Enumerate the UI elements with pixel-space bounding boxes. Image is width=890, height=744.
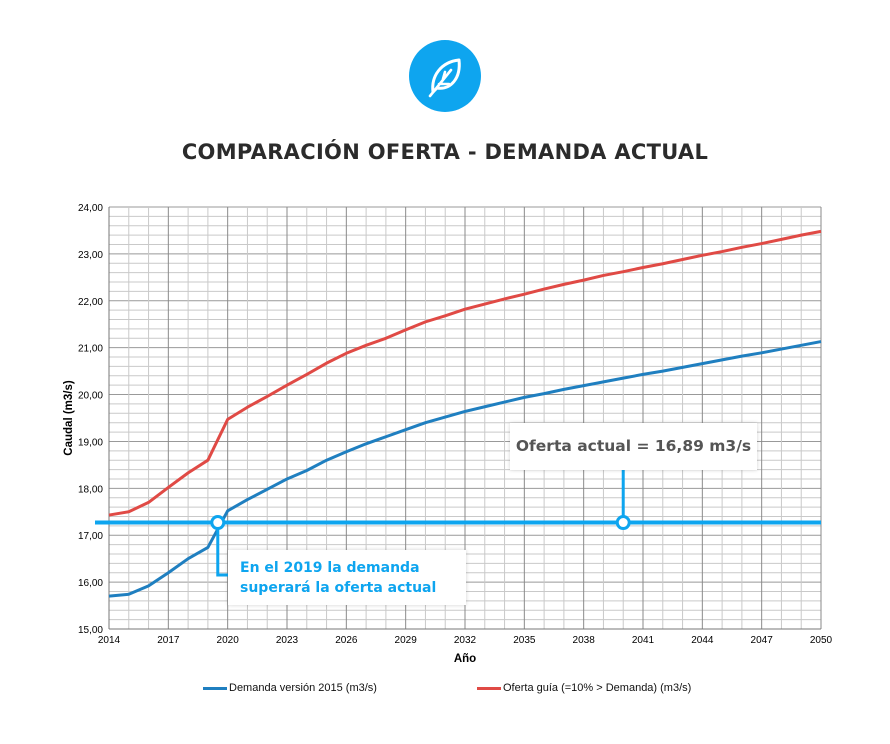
x-tick-label: 2026 xyxy=(335,635,358,646)
grid xyxy=(108,206,822,630)
page-title: COMPARACIÓN OFERTA - DEMANDA ACTUAL xyxy=(181,140,709,164)
y-tick-label: 19,00 xyxy=(78,437,103,448)
series-lines xyxy=(108,229,822,598)
legend-label-supply: Oferta guía (=10% > Demanda) (m3/s) xyxy=(503,682,692,694)
x-tick-label: 2041 xyxy=(632,635,655,646)
axis-ticks: 15,00 16,00 17,00 18,00 19,00 20,00 21,00 22,00… xyxy=(78,203,833,646)
y-tick-label: 20,00 xyxy=(78,391,103,402)
y-tick-label: 21,00 xyxy=(78,344,103,355)
y-tick-label: 15,00 xyxy=(78,625,103,636)
x-tick-label: 2032 xyxy=(454,635,477,646)
x-tick-label: 2047 xyxy=(751,635,774,646)
x-tick-label: 2035 xyxy=(513,635,536,646)
x-tick-label: 2020 xyxy=(217,635,240,646)
y-tick-label: 24,00 xyxy=(78,203,103,214)
y-tick-label: 23,00 xyxy=(78,250,103,261)
demand-line xyxy=(108,340,822,598)
legend-item-supply: Oferta guía (=10% > Demanda) (m3/s) xyxy=(477,682,691,694)
y-tick-label: 22,00 xyxy=(78,297,103,308)
y-tick-label: 17,00 xyxy=(78,531,103,542)
y-tick-label: 16,00 xyxy=(78,578,103,589)
x-axis-label: Año xyxy=(454,653,476,665)
x-tick-label: 2017 xyxy=(157,635,180,646)
x-tick-label: 2050 xyxy=(810,635,833,646)
x-tick-label: 2029 xyxy=(395,635,418,646)
legend-label-demand: Demanda versión 2015 (m3/s) xyxy=(229,682,377,694)
x-tick-label: 2023 xyxy=(276,635,299,646)
leaf-icon xyxy=(409,40,481,112)
y-axis-label: Caudal (m3/s) xyxy=(63,380,75,456)
supply-line xyxy=(108,229,822,517)
legend-item-demand: Demanda versión 2015 (m3/s) xyxy=(203,682,377,694)
crossing-text-line1: En el 2019 la demanda xyxy=(240,560,420,576)
reference-line xyxy=(95,470,821,577)
x-tick-label: 2044 xyxy=(691,635,714,646)
x-tick-label: 2038 xyxy=(573,635,596,646)
y-tick-label: 18,00 xyxy=(78,484,103,495)
crossing-marker xyxy=(210,515,226,531)
supply-callout: Oferta actual = 16,89 m3/s xyxy=(510,423,757,470)
supply-marker xyxy=(615,515,631,531)
x-tick-label: 2014 xyxy=(98,635,121,646)
legend-swatch-demand xyxy=(203,686,227,690)
crossing-connector xyxy=(216,522,228,577)
legend-swatch-supply xyxy=(477,686,501,690)
crossing-text-line2: superará la oferta actual xyxy=(240,580,437,596)
crossing-callout: En el 2019 la demanda superará la oferta… xyxy=(228,550,466,605)
